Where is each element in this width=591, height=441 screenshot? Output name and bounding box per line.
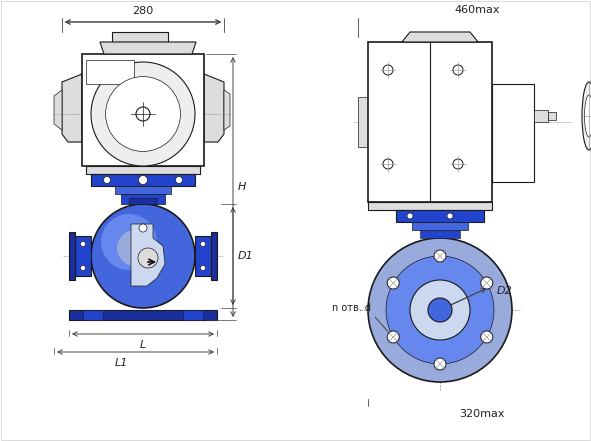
Bar [368,42,492,202]
Circle shape [139,224,147,232]
Bar [548,112,556,120]
Circle shape [101,214,157,270]
Circle shape [80,265,86,270]
Bar [86,166,200,174]
Bar [420,230,460,238]
Circle shape [91,62,195,166]
Circle shape [136,107,150,121]
Circle shape [434,250,446,262]
Circle shape [200,242,206,247]
Bar [129,198,157,204]
Bar [121,194,165,204]
Polygon shape [54,90,62,130]
Polygon shape [131,224,165,286]
Bar [183,310,203,320]
Circle shape [80,242,86,247]
Bar [211,232,217,280]
Circle shape [138,176,148,184]
Circle shape [428,298,452,322]
Text: D1: D1 [238,251,254,261]
Circle shape [383,159,393,169]
Bar [86,60,134,84]
Bar [69,310,217,320]
Circle shape [368,238,512,382]
Polygon shape [100,42,196,54]
Circle shape [447,213,453,219]
Ellipse shape [584,95,591,137]
Text: n отв. d: n отв. d [332,303,371,313]
Circle shape [410,280,470,340]
Circle shape [200,265,206,270]
Circle shape [138,248,158,268]
Bar [358,97,368,147]
Polygon shape [402,32,478,42]
Circle shape [434,358,446,370]
Circle shape [103,176,111,183]
Text: 320max: 320max [459,409,505,419]
Bar [412,222,468,230]
Circle shape [386,256,494,364]
Circle shape [383,65,393,75]
Bar [492,84,534,182]
Circle shape [480,277,493,289]
Bar [91,174,195,186]
Circle shape [387,277,400,289]
Polygon shape [62,74,82,142]
Text: L1: L1 [115,358,128,368]
Circle shape [176,176,183,183]
Circle shape [407,213,413,219]
Text: H: H [238,182,246,192]
Circle shape [453,159,463,169]
Circle shape [387,331,400,343]
Circle shape [91,204,195,308]
Bar [534,110,548,122]
Bar [75,236,91,276]
Polygon shape [204,74,224,142]
Circle shape [106,77,180,151]
Circle shape [117,230,153,266]
Circle shape [453,65,463,75]
Text: 280: 280 [132,6,154,16]
Text: 460max: 460max [454,5,500,15]
Bar [115,186,171,194]
Bar [195,236,211,276]
Bar [396,210,484,222]
Bar [69,232,75,280]
Bar [82,54,204,166]
Bar [83,310,103,320]
Bar [112,32,168,42]
Circle shape [480,331,493,343]
Text: L: L [140,340,146,350]
Polygon shape [224,90,230,130]
Bar [368,202,492,210]
Text: D2: D2 [497,286,512,296]
Ellipse shape [582,82,591,150]
